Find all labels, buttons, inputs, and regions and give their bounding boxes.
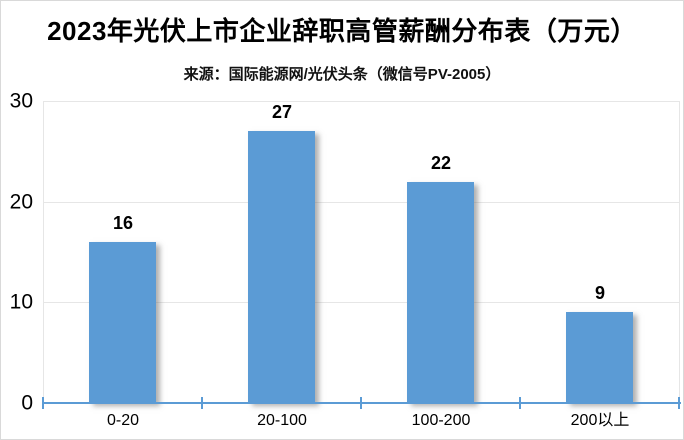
bar: [566, 312, 633, 403]
bar-value-label: 16: [112, 213, 134, 233]
x-axis-tick: [360, 397, 362, 409]
x-axis-tick: [42, 397, 44, 409]
category-label: 200以上: [570, 412, 630, 429]
bar: [407, 182, 474, 403]
x-axis-tick: [519, 397, 521, 409]
x-axis-line: [43, 402, 681, 404]
gridline: [43, 101, 679, 102]
plot-border: [679, 101, 680, 403]
x-axis-tick: [201, 397, 203, 409]
bar-value-label: 27: [271, 102, 293, 122]
y-axis-tick-label: 30: [9, 89, 33, 113]
source-line: 来源：国际能源网/光伏头条（微信号PV-2005）: [183, 66, 501, 83]
y-axis-tick-label: 20: [9, 190, 33, 214]
gridline: [43, 302, 679, 303]
bar-value-label: 9: [594, 283, 606, 303]
plot-border: [43, 101, 44, 403]
y-axis-tick-label: 0: [21, 391, 33, 415]
gridline: [43, 202, 679, 203]
bar-value-label: 22: [430, 153, 452, 173]
x-axis-tick: [678, 397, 680, 409]
category-label: 100-200: [411, 412, 471, 429]
bar: [89, 242, 156, 403]
category-label: 0-20: [106, 412, 140, 429]
y-axis-tick-label: 10: [9, 290, 33, 314]
bar: [248, 131, 315, 403]
page-title: 2023年光伏上市企业辞职高管薪酬分布表（万元）: [47, 16, 637, 46]
category-label: 20-100: [257, 412, 307, 429]
